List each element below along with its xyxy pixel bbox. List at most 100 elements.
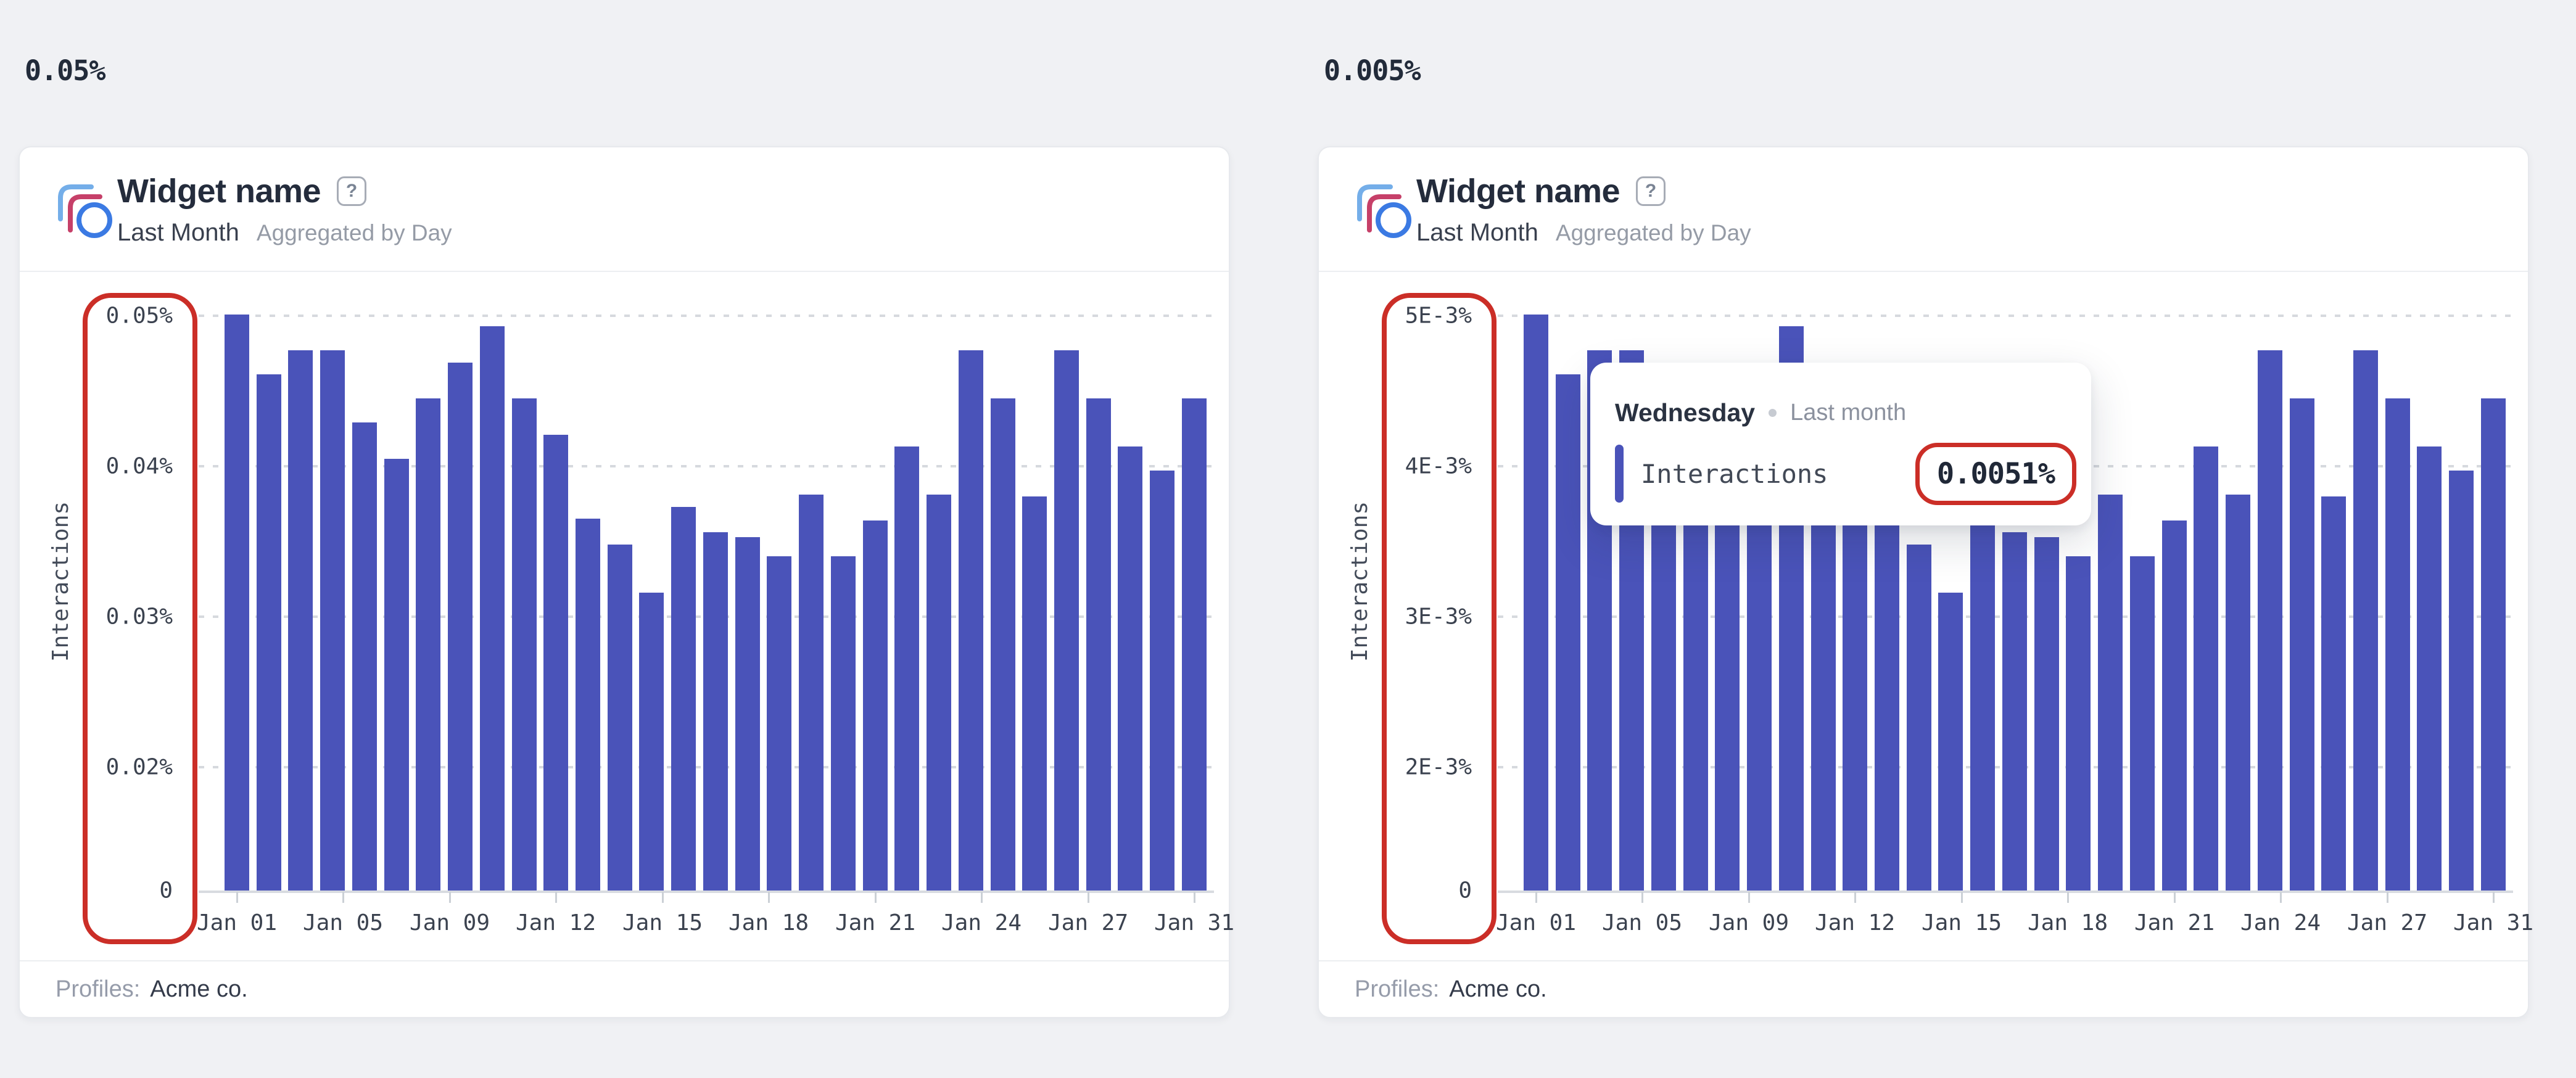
y-tick-label: 0.02% [105, 754, 173, 780]
bar-jan-27[interactable] [2353, 350, 2378, 891]
y-tick-label: 2E-3% [1405, 754, 1472, 780]
x-tick-label: Jan 18 [2027, 910, 2108, 936]
bar-jan-23[interactable] [927, 495, 951, 891]
x-tick-mark [875, 892, 877, 903]
bar-jan-28[interactable] [2385, 398, 2410, 891]
bar-jan-21[interactable] [2162, 520, 2187, 891]
bar-jan-29[interactable] [2417, 446, 2442, 891]
tooltip-day-title: Wednesday [1615, 398, 1756, 427]
x-tick-label: Jan 18 [728, 910, 809, 936]
x-tick-mark [342, 892, 344, 903]
bar-jan-27[interactable] [1054, 350, 1079, 891]
x-tick-mark [236, 892, 238, 903]
x-tick-label: Jan 27 [1047, 910, 1129, 936]
bar-jan-28[interactable] [1086, 398, 1111, 891]
widget-type-icon [58, 184, 112, 238]
bar-jan-14[interactable] [1938, 593, 1963, 891]
bar-jan-06[interactable] [1683, 459, 1708, 891]
bar-jan-02[interactable] [257, 374, 281, 891]
bar-jan-23[interactable] [2226, 495, 2250, 891]
bar-jan-30[interactable] [2449, 471, 2474, 891]
bar-jan-03[interactable] [288, 350, 313, 891]
bar-jan-19[interactable] [2098, 495, 2123, 891]
bar-jan-22[interactable] [2194, 446, 2218, 891]
bar-jan-17[interactable] [735, 537, 760, 891]
x-tick-label: Jan 21 [2134, 910, 2215, 936]
bar-jan-09[interactable] [480, 326, 505, 891]
bar-jan-12[interactable] [576, 519, 600, 891]
x-tick-mark [1535, 892, 1537, 903]
y-tick-label: 4E-3% [1405, 453, 1472, 479]
help-icon[interactable]: ? [337, 176, 367, 206]
x-tick-label: Jan 27 [2347, 910, 2428, 936]
bar-jan-24[interactable] [959, 350, 983, 891]
widget-card-right: Widget name ? Last Month Aggregated by D… [1318, 146, 2533, 1018]
bar-jan-15[interactable] [1970, 507, 1995, 891]
bar-jan-26[interactable] [2321, 496, 2346, 891]
bar-jan-05[interactable] [352, 422, 377, 891]
bar-jan-02[interactable] [1556, 374, 1580, 891]
bar-jan-22[interactable] [894, 446, 919, 891]
bar-jan-26[interactable] [1022, 496, 1047, 891]
x-tick-mark [1961, 892, 1963, 903]
x-tick-label: Jan 09 [409, 910, 490, 936]
x-tick-mark [1194, 892, 1195, 903]
y-tick-label: 3E-3% [1405, 604, 1472, 630]
bar-jan-31[interactable] [1182, 398, 1207, 891]
bar-jan-01[interactable] [1524, 315, 1548, 891]
y-tick-label: 0 [1458, 878, 1472, 903]
bar-jan-11[interactable] [543, 435, 568, 891]
x-axis: Jan 01 Jan 05 Jan 09 Jan 12 Jan 15 Jan 18 Jan … [1496, 892, 2533, 961]
bar-jan-20[interactable] [831, 556, 856, 891]
bar-jan-08[interactable] [448, 363, 473, 891]
x-tick-mark [2280, 892, 2282, 903]
x-tick-mark [2493, 892, 2495, 903]
bar-jan-01[interactable] [225, 315, 249, 891]
tooltip-period-label: Last month [1790, 400, 1907, 426]
bar-jan-21[interactable] [863, 520, 888, 891]
x-tick-label: Jan 01 [196, 910, 278, 936]
x-tick-mark [2067, 892, 2069, 903]
bar-jan-18[interactable] [767, 556, 791, 891]
bar-jan-19[interactable] [799, 495, 824, 891]
widget-card-left: Widget name ? Last Month Aggregated by D… [19, 146, 1234, 1018]
x-tick-label: Jan 05 [1601, 910, 1683, 936]
bar-jan-18[interactable] [2066, 556, 2091, 891]
bar-jan-30[interactable] [1150, 471, 1174, 891]
bar-jan-24[interactable] [2258, 350, 2282, 891]
bar-jan-06[interactable] [384, 459, 409, 891]
bar-jan-16[interactable] [703, 532, 728, 891]
bar-jan-13[interactable] [1907, 545, 1931, 891]
x-tick-mark [1748, 892, 1750, 903]
bar-jan-25[interactable] [2290, 398, 2314, 891]
help-icon[interactable]: ? [1636, 176, 1666, 206]
bar-jan-15[interactable] [671, 507, 696, 891]
series-color-marker [1615, 445, 1624, 503]
bar-jan-13[interactable] [608, 545, 632, 891]
bar-jan-25[interactable] [991, 398, 1015, 891]
bar-jan-29[interactable] [1118, 446, 1142, 891]
x-tick-mark [1088, 892, 1089, 903]
left-scale-note: 0.05% [25, 54, 105, 87]
bar-jan-12[interactable] [1875, 519, 1899, 891]
bar-jan-17[interactable] [2034, 537, 2059, 891]
x-tick-label: Jan 24 [2240, 910, 2321, 936]
date-range-label: Last Month [117, 219, 239, 246]
x-tick-mark [1641, 892, 1643, 903]
bar-jan-10[interactable] [512, 398, 537, 891]
bar-jan-20[interactable] [2130, 556, 2155, 891]
x-tick-label: Jan 05 [302, 910, 384, 936]
bar-jan-31[interactable] [2481, 398, 2506, 891]
widget-footer: Profiles: Acme co. [1319, 960, 2528, 1017]
x-tick-label: Jan 31 [2453, 910, 2534, 936]
bar-jan-04[interactable] [320, 350, 345, 891]
y-tick-label: 5E-3% [1405, 303, 1472, 329]
bar-jan-16[interactable] [2002, 532, 2027, 891]
bar-jan-07[interactable] [416, 398, 440, 891]
widget-title: Widget name [1416, 173, 1620, 210]
bar-jan-14[interactable] [639, 593, 664, 891]
red-highlight-y-axis [1382, 293, 1496, 944]
x-tick-label: Jan 09 [1708, 910, 1790, 936]
x-tick-mark [2387, 892, 2388, 903]
x-tick-mark [1854, 892, 1856, 903]
